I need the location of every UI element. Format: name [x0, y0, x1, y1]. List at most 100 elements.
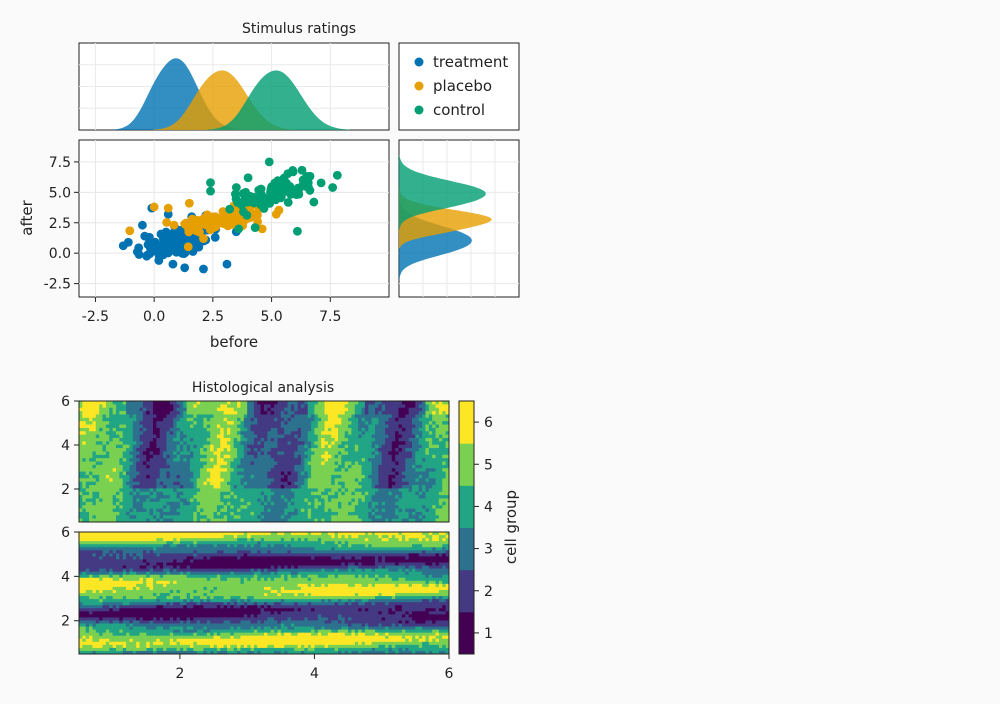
heatmap-top-cell — [351, 475, 355, 479]
scatter-point-control — [251, 223, 260, 232]
heatmap-top-cell — [267, 505, 271, 509]
scatter-x-axis-label: before — [210, 333, 258, 351]
heatmap-top-cell — [378, 505, 382, 509]
heatmap-top-cell — [193, 475, 197, 479]
heatmap-top-cell — [129, 505, 133, 509]
heatmap-y-tick-label: 6 — [61, 394, 70, 410]
heatmap-top-cell — [193, 505, 197, 509]
scatter-point-treatment — [169, 243, 178, 252]
heatmap-top-cell — [146, 414, 150, 418]
scatter-point-control — [309, 198, 318, 207]
heatmap-top-cell — [203, 505, 207, 509]
heatmap-top-cell — [173, 445, 177, 449]
heatmap-top-cell — [230, 505, 234, 509]
heatmap-top-cell — [405, 505, 409, 509]
heatmap-top-cell — [267, 475, 271, 479]
heatmap-top-cell — [247, 475, 251, 479]
heatmap-top-cell — [166, 505, 170, 509]
heatmap-top-cell — [277, 475, 281, 479]
heatmap-top-cell — [166, 414, 170, 418]
heatmap-top-cell — [304, 475, 308, 479]
scatter-point-control — [333, 171, 342, 180]
heatmap-top-cell — [267, 445, 271, 449]
heatmap-top-cell — [247, 505, 251, 509]
heatmap-top-cell — [395, 475, 399, 479]
heatmap-top-cell — [378, 414, 382, 418]
heatmap-top-cell — [331, 505, 335, 509]
heatmap-top-cell — [368, 445, 372, 449]
heatmap-top-cell — [136, 475, 140, 479]
heatmap-top-cell — [415, 414, 419, 418]
legend-marker-treatment — [415, 58, 424, 67]
scatter-point-treatment — [157, 230, 166, 239]
heatmap-top-cell — [351, 445, 355, 449]
heatmap-top-cell — [321, 475, 325, 479]
scatter-point-treatment — [119, 241, 128, 250]
heatmap-top-cell — [415, 445, 419, 449]
scatter-x-tick-label: 2.5 — [202, 309, 224, 325]
legend-label-control: control — [433, 101, 485, 119]
heatmap-top-cell — [304, 414, 308, 418]
heatmap-top-cell — [405, 414, 409, 418]
heatmap-top-cell — [119, 445, 123, 449]
heatmap-top-cell — [331, 414, 335, 418]
heatmap-top-cell — [210, 475, 214, 479]
heatmap-top-cell — [425, 414, 429, 418]
heatmap-top-cell — [156, 505, 160, 509]
heatmap-top-cell — [99, 414, 103, 418]
heatmap-top-cell — [321, 505, 325, 509]
scatter-y-ticks: -2.50.02.55.07.5 — [44, 155, 79, 293]
heatmap-top-cell — [304, 445, 308, 449]
scatter-point-placebo — [193, 216, 202, 225]
heatmap-top-cell — [129, 445, 133, 449]
scatter-point-control — [232, 194, 241, 203]
heatmap-top-cell — [358, 505, 362, 509]
scatter-point-control — [283, 169, 292, 178]
heatmap-top-cell — [109, 505, 113, 509]
heatmap-top-cell — [173, 505, 177, 509]
heatmap-top-cell — [442, 475, 446, 479]
heatmap-top-cell — [267, 414, 271, 418]
heatmap-top-cell — [432, 505, 436, 509]
heatmap-top-cell — [314, 505, 318, 509]
heatmap-top-cell — [203, 475, 207, 479]
scatter-y-axis-label: after — [18, 199, 36, 235]
heatmap-top-cell — [220, 475, 224, 479]
scatter-point-control — [293, 227, 302, 236]
scatter-point-placebo — [275, 206, 284, 215]
heatmap-top-cell — [247, 414, 251, 418]
heatmap-top-cell — [368, 505, 372, 509]
heatmap-top-plot — [79, 401, 450, 523]
scatter-point-placebo — [162, 218, 171, 227]
heatmap-top-cell — [99, 505, 103, 509]
heatmap-top-cell — [425, 505, 429, 509]
heatmap-top-cell — [240, 445, 244, 449]
heatmap-top-cell — [203, 414, 207, 418]
heatmap-top-cell — [173, 475, 177, 479]
heatmap-top-cell — [351, 505, 355, 509]
heatmap-top-cell — [388, 445, 392, 449]
heatmap-top-cell — [99, 445, 103, 449]
legend-marker-placebo — [415, 82, 424, 91]
heatmap-top-cell — [314, 414, 318, 418]
legend-label-treatment: treatment — [433, 53, 508, 71]
scatter-point-treatment — [135, 250, 144, 259]
scatter-point-control — [242, 211, 251, 220]
heatmap-top-cell — [351, 414, 355, 418]
heatmap-top-cell — [220, 414, 224, 418]
heatmap-top-cell — [240, 475, 244, 479]
heatmap-top-cell — [82, 505, 86, 509]
scatter-point-control — [282, 179, 291, 188]
heatmap-top-cell — [425, 445, 429, 449]
heatmap-top-cell — [442, 414, 446, 418]
scatter-point-placebo — [206, 225, 215, 234]
heatmap-top-cell — [341, 475, 345, 479]
heatmap-top-cell — [321, 414, 325, 418]
heatmap-top-cell — [183, 505, 187, 509]
scatter-point-control — [206, 178, 215, 187]
heatmap-bottom-cells — [79, 532, 450, 655]
scatter-point-treatment — [151, 238, 160, 247]
scatter-point-treatment — [138, 221, 147, 230]
heatmap-top-cell — [220, 505, 224, 509]
